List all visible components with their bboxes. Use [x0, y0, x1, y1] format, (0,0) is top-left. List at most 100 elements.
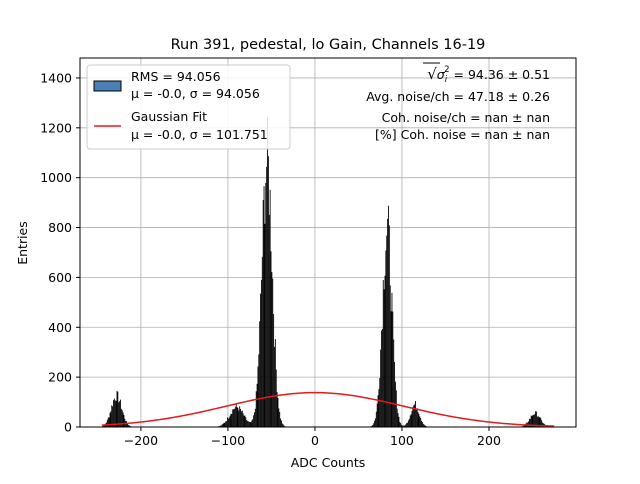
histogram-bar: [232, 409, 233, 427]
y-tick-label: 1000: [40, 170, 72, 185]
histogram-bar: [115, 400, 116, 427]
histogram-bar: [113, 400, 114, 427]
histogram-bar: [392, 293, 393, 427]
histogram-bar: [393, 340, 394, 427]
histogram-bar: [271, 251, 272, 427]
histogram-bar: [418, 412, 419, 427]
y-tick-label: 400: [48, 320, 72, 335]
histogram-bar: [275, 339, 276, 427]
histogram-bar: [248, 421, 249, 427]
histogram-bar: [380, 350, 381, 427]
histogram-bar: [536, 412, 537, 427]
histogram-bar: [384, 289, 385, 427]
histogram-bar: [382, 329, 383, 427]
histogram-bar: [412, 407, 413, 427]
histogram-bar: [265, 183, 266, 427]
histogram-bar: [419, 416, 420, 427]
histogram-bar: [114, 399, 115, 427]
histogram-bar: [412, 411, 413, 427]
histogram-bar: [238, 408, 239, 427]
histogram-bar: [247, 421, 248, 427]
histogram-bar: [109, 417, 110, 427]
histogram-bar: [241, 411, 242, 427]
histogram-bar: [244, 415, 245, 427]
x-tick-label: −200: [124, 433, 158, 448]
histogram-bar: [230, 416, 231, 427]
histogram-bar: [399, 422, 400, 427]
histogram-bar: [253, 415, 254, 427]
histogram-bar: [258, 354, 259, 427]
histogram-bar: [107, 420, 108, 427]
histogram-bar: [375, 418, 376, 427]
histogram-bar: [244, 416, 245, 427]
histogram-bar: [398, 417, 399, 427]
histogram-bar: [239, 406, 240, 427]
legend-histogram-label: RMS = 94.056: [131, 69, 221, 84]
histogram-bar: [257, 384, 258, 427]
histogram-bar: [379, 378, 380, 427]
histogram-bar: [386, 236, 387, 427]
histogram-bar: [224, 423, 225, 427]
histogram-bar: [258, 367, 259, 427]
histogram-bar: [262, 257, 263, 427]
histogram-bar: [407, 423, 408, 427]
histogram-bar: [242, 411, 243, 427]
histogram-bar: [251, 422, 252, 427]
legend-histogram-swatch: [94, 81, 121, 91]
histogram-bar: [267, 117, 268, 427]
histogram-bar: [249, 422, 250, 427]
histogram-bar: [255, 409, 256, 427]
histogram-bar: [389, 225, 390, 427]
histogram-bar: [124, 415, 125, 427]
histogram-bar: [416, 409, 417, 427]
y-axis-label: Entries: [15, 221, 30, 265]
histogram-bar: [400, 423, 401, 427]
histogram-bar: [116, 401, 117, 427]
histogram-bar: [391, 311, 392, 427]
histogram-bar: [233, 409, 234, 427]
histogram-bar: [264, 224, 265, 427]
histogram-bar: [409, 419, 410, 427]
histogram-bar: [237, 407, 238, 427]
histogram-bar: [418, 414, 419, 427]
histogram-bar: [259, 321, 260, 427]
histogram-bar: [397, 409, 398, 427]
histogram-bar: [414, 404, 415, 427]
histogram-bar: [420, 418, 421, 427]
coh-noise-pct-annotation: [%] Coh. noise = nan ± nan: [375, 127, 550, 142]
histogram-bar: [266, 167, 267, 427]
x-tick-label: 100: [390, 433, 414, 448]
histogram-bar: [270, 190, 271, 427]
histogram-bar: [120, 400, 121, 427]
histogram-bar: [250, 422, 251, 427]
histogram-bar: [394, 362, 395, 427]
histogram-bar: [256, 391, 257, 427]
histogram-bar: [378, 389, 379, 427]
legend-histogram-stats: μ = -0.0, σ = 94.056: [131, 86, 260, 101]
histogram-bar: [117, 391, 118, 427]
histogram-bar: [224, 423, 225, 427]
sigma-total-value: = 94.36 ± 0.51: [450, 67, 550, 82]
histogram-bar: [406, 423, 407, 427]
histogram-bar: [123, 412, 124, 427]
histogram-bar: [276, 370, 277, 427]
histogram-bar: [260, 294, 261, 427]
histogram-bar: [373, 423, 374, 427]
histogram-bar: [251, 420, 252, 427]
histogram-bar: [422, 422, 423, 427]
y-tick-label: 1400: [40, 70, 72, 85]
histogram-bar: [398, 413, 399, 427]
histogram-bar: [390, 285, 391, 427]
histogram-bar: [108, 418, 109, 427]
histogram-bar: [392, 312, 393, 427]
coh-noise-annotation: Coh. noise/ch = nan ± nan: [382, 110, 550, 125]
histogram-bar: [263, 200, 264, 427]
histogram-bar: [528, 421, 529, 427]
histogram-bar: [236, 404, 237, 427]
histogram-bar: [415, 401, 416, 427]
histogram-bar: [264, 186, 265, 427]
histogram-bar: [278, 398, 279, 427]
histogram-bar: [272, 279, 273, 427]
